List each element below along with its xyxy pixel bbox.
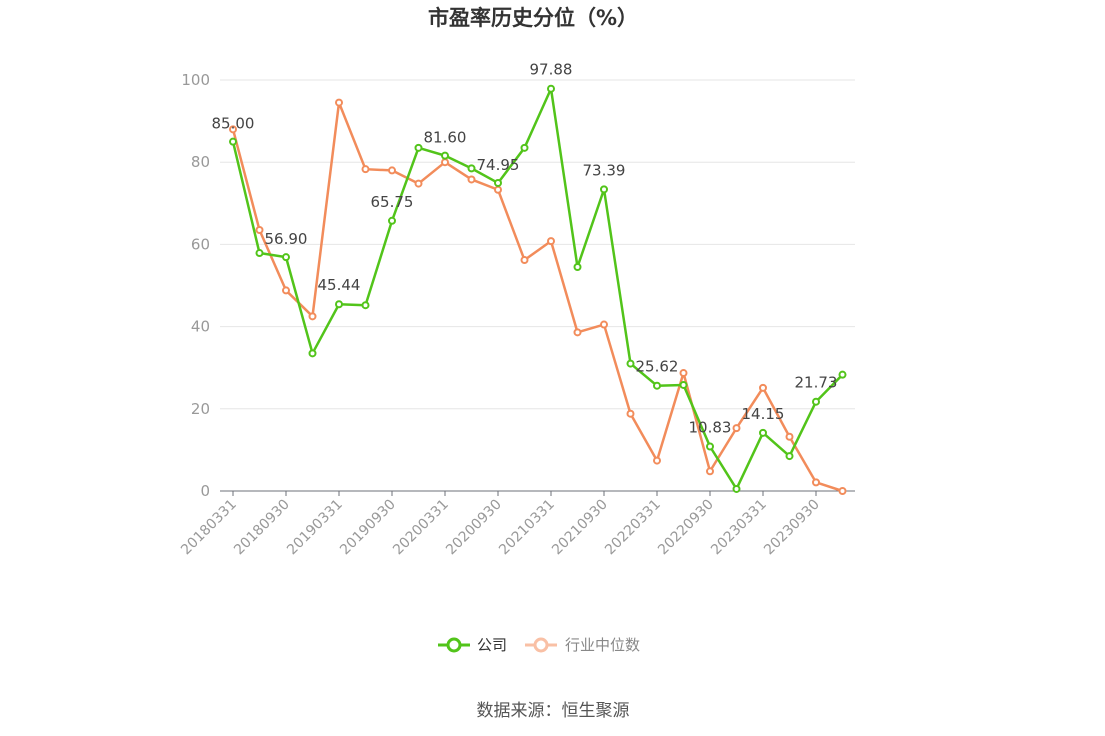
point-1-16 <box>653 456 661 465</box>
point-0-15 <box>626 359 635 368</box>
point-1-14 <box>600 320 608 329</box>
legend-item-industry[interactable]: 行业中位数 <box>525 636 640 654</box>
x-tick-label-20200930: 20200930 <box>443 497 505 559</box>
y-tick-label-60: 60 <box>191 235 210 253</box>
point-0-14 <box>600 185 608 194</box>
x-tick-label-20180930: 20180930 <box>231 497 293 559</box>
x-tick-label-20220930: 20220930 <box>655 497 717 559</box>
data-label-22: 21.73 <box>795 374 838 392</box>
legend-marker-company <box>446 637 462 653</box>
point-0-16 <box>653 381 661 390</box>
y-tick-label-100: 100 <box>181 71 210 89</box>
point-0-9 <box>467 164 476 173</box>
point-1-22 <box>812 478 820 487</box>
point-1-11 <box>520 256 529 265</box>
point-1-0 <box>229 125 237 134</box>
point-0-20 <box>759 428 767 437</box>
point-1-18 <box>706 467 714 476</box>
series-line-1 <box>231 101 843 493</box>
point-0-8 <box>441 151 449 160</box>
legend-item-company[interactable]: 公司 <box>438 636 507 654</box>
y-tick-label-80: 80 <box>191 153 210 171</box>
point-0-11 <box>520 143 529 152</box>
legend-label-company: 公司 <box>477 636 507 654</box>
x-tick-label-20210930: 20210930 <box>549 497 611 559</box>
point-1-15 <box>626 409 635 418</box>
x-tick-label-20230331: 20230331 <box>708 497 770 559</box>
y-axis-ticks: 0 20 40 60 80 100 <box>181 71 210 500</box>
x-tick-label-20230930: 20230930 <box>761 497 823 559</box>
x-tick-label-20180331: 20180331 <box>178 497 240 559</box>
point-0-1 <box>255 249 264 258</box>
x-tick-label-20200331: 20200331 <box>390 497 452 559</box>
data-label-0: 85.00 <box>212 115 255 133</box>
point-0-3 <box>308 349 317 358</box>
point-1-12 <box>547 237 555 246</box>
legend-label-industry: 行业中位数 <box>565 636 640 654</box>
point-1-20 <box>759 383 767 392</box>
x-tick-label-20220331: 20220331 <box>602 497 664 559</box>
point-0-12 <box>547 84 555 93</box>
point-1-19 <box>732 424 741 433</box>
point-0-0 <box>229 137 237 146</box>
data-label-4: 45.44 <box>318 276 361 294</box>
point-1-8 <box>441 158 449 167</box>
point-1-21 <box>785 432 794 441</box>
data-label-6: 65.75 <box>371 193 414 211</box>
point-0-17 <box>679 380 688 389</box>
legend-marker-industry <box>533 637 549 653</box>
point-0-21 <box>785 452 794 461</box>
y-tick-label-40: 40 <box>191 318 210 336</box>
point-1-4 <box>335 98 343 107</box>
x-axis: 2018033120180930201903312019093020200331… <box>178 490 855 559</box>
data-label-10: 74.95 <box>477 156 520 174</box>
data-label-2: 56.90 <box>265 230 308 248</box>
point-0-18 <box>706 442 714 451</box>
data-label-20: 14.15 <box>742 405 785 423</box>
grid-lines <box>220 79 855 410</box>
data-label-8: 81.60 <box>424 129 467 147</box>
point-1-9 <box>467 175 476 184</box>
x-tick-label-20210331: 20210331 <box>496 497 558 559</box>
point-0-13 <box>573 263 582 272</box>
point-1-17 <box>679 369 688 378</box>
series-line-0 <box>231 87 844 491</box>
data-label-12: 97.88 <box>530 61 573 79</box>
point-0-19 <box>732 484 741 493</box>
point-0-10 <box>494 178 502 187</box>
y-tick-label-0: 0 <box>200 482 210 500</box>
y-tick-label-20: 20 <box>191 400 210 418</box>
point-1-13 <box>573 328 582 337</box>
chart-title: 市盈率历史分位（%） <box>428 6 638 30</box>
point-0-2 <box>282 253 290 262</box>
data-source: 数据来源：恒生聚源 <box>477 701 630 721</box>
series-group <box>229 84 847 495</box>
point-1-3 <box>308 312 317 321</box>
point-0-23 <box>838 370 847 379</box>
point-1-2 <box>282 286 290 295</box>
point-1-6 <box>388 166 396 175</box>
point-0-22 <box>812 397 820 406</box>
x-tick-label-20190331: 20190331 <box>284 497 346 559</box>
point-0-4 <box>335 300 343 309</box>
point-0-5 <box>361 301 370 310</box>
point-1-1 <box>255 226 264 235</box>
point-0-7 <box>414 143 423 152</box>
point-1-10 <box>494 185 502 194</box>
data-labels: 85.00 56.90 45.44 65.75 81.60 74.95 97.88 73.39… <box>212 61 838 437</box>
point-1-23 <box>838 487 847 495</box>
point-0-6 <box>388 216 396 225</box>
point-1-5 <box>361 165 370 174</box>
x-tick-label-20190930: 20190930 <box>337 497 399 559</box>
data-label-14: 73.39 <box>583 161 626 179</box>
data-label-16: 25.62 <box>636 358 679 376</box>
legend[interactable]: 公司 行业中位数 <box>438 636 640 654</box>
data-label-18: 10.83 <box>689 418 732 436</box>
point-1-7 <box>414 179 423 188</box>
